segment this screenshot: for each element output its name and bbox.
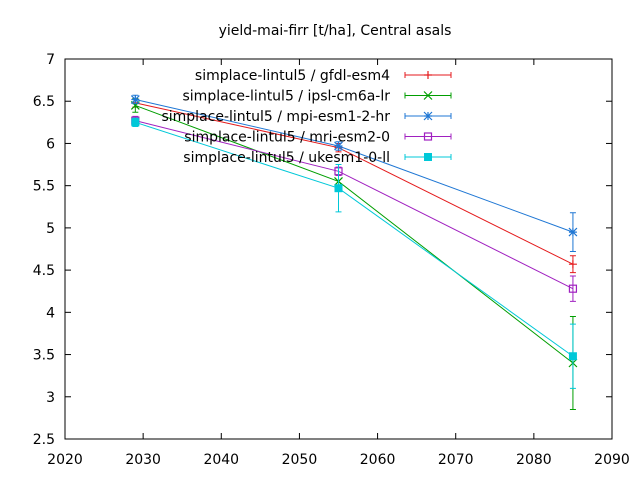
legend-label: simplace-lintul5 / ukesm1-0-ll [183,150,390,166]
y-tick-label: 5.5 [33,179,55,195]
x-tick-label: 2040 [203,452,239,468]
legend-item-1: simplace-lintul5 / gfdl-esm4 [195,68,452,84]
legend-label: simplace-lintul5 / gfdl-esm4 [195,68,390,84]
x-tick-label: 2050 [282,452,318,468]
x-tick-label: 2070 [438,452,474,468]
y-tick-label: 4.5 [33,263,55,279]
data-point [334,141,343,151]
y-tick-label: 4 [46,305,55,321]
y-axis: 2.5 3 3.5 4 4.5 5 5.5 6 6.5 7 [33,52,612,448]
y-tick-label: 5 [46,221,55,237]
legend-item-4: simplace-lintul5 / mri-esm2-0 [184,130,452,146]
x-tick-label: 2020 [47,452,83,468]
data-point [334,184,343,193]
legend-item-2: simplace-lintul5 / ipsl-cm6a-lr [183,89,452,105]
legend-swatch [404,133,452,140]
plot-frame [64,58,613,440]
data-point [568,227,578,237]
legend-label: simplace-lintul5 / mri-esm2-0 [184,130,390,146]
series-5 [131,117,577,389]
y-tick-label: 3 [46,390,55,406]
legend-marker [424,153,432,161]
series-line [135,120,574,290]
series-line [135,102,574,265]
y-tick-label: 6 [46,136,55,152]
legend-marker [423,132,433,141]
data-point [568,284,578,293]
legend-label: simplace-lintul5 / mpi-esm1-2-hr [161,109,390,125]
legend-marker [424,71,432,79]
legend-marker [423,91,433,100]
y-tick-label: 2.5 [33,432,55,448]
x-tick-label: 2030 [125,452,161,468]
plot-area [64,58,613,440]
legend-item-3: simplace-lintul5 / mpi-esm1-2-hr [161,109,452,125]
series-layer [130,94,578,410]
data-point [568,352,577,361]
x-tick-label: 2060 [360,452,396,468]
data-point [568,260,577,269]
legend-label: simplace-lintul5 / ipsl-cm6a-lr [183,89,391,105]
y-tick-label: 6.5 [33,94,55,110]
legend: simplace-lintul5 / gfdl-esm4 simplace-lin… [161,68,452,166]
x-tick-label: 2080 [516,452,552,468]
y-tick-label: 7 [46,52,55,68]
x-axis: 2020 2030 2040 2050 2060 2070 2080 2090 [47,59,630,468]
data-point [130,95,140,104]
data-point [131,118,140,127]
legend-item-5: simplace-lintul5 / ukesm1-0-ll [183,150,452,166]
series-3 [130,94,578,253]
chart-title: yield-mai-firr [t/ha], Central asals [219,23,452,39]
legend-marker [423,111,433,121]
y-tick-label: 3.5 [33,348,55,364]
error-bar [569,275,576,302]
x-tick-label: 2090 [594,452,630,468]
